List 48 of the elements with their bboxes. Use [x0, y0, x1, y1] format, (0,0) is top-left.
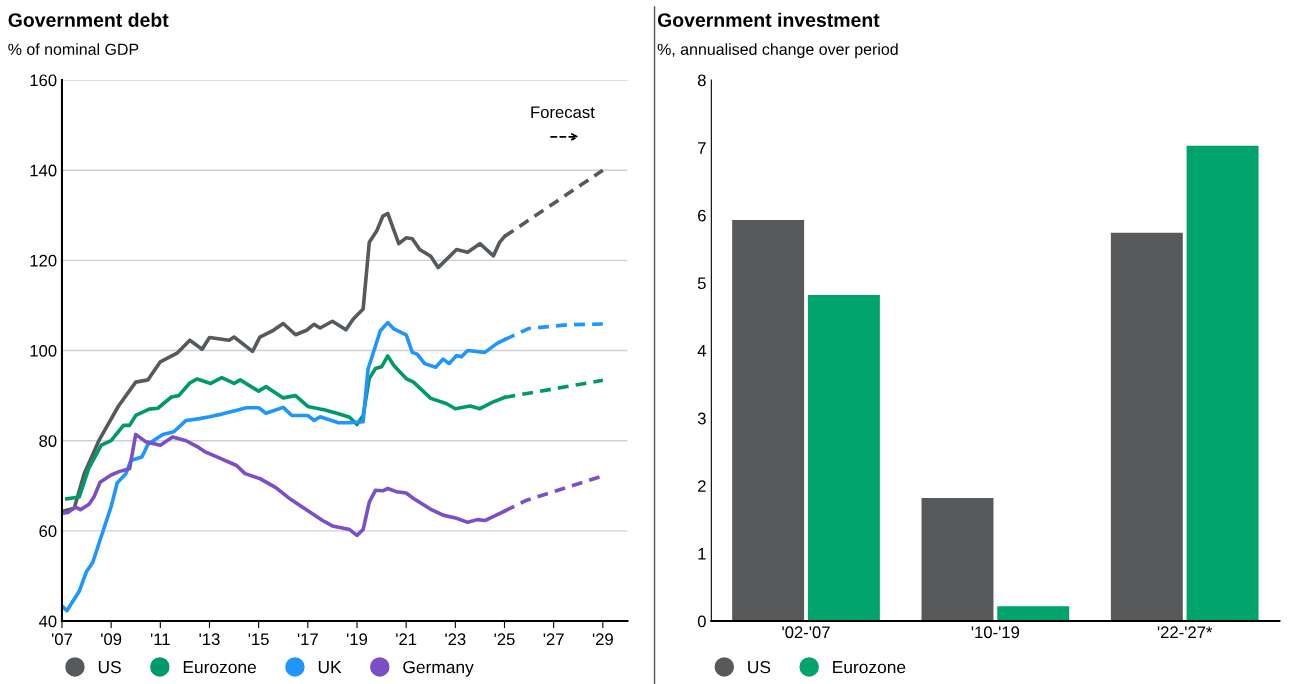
legend-label: Eurozone — [833, 661, 906, 674]
x-tick-label: '17 — [297, 633, 318, 645]
y-tick-label: 100 — [30, 344, 57, 357]
y-tick-label: 60 — [39, 525, 57, 538]
x-tick-label: '11 — [150, 633, 170, 645]
y-tick-label: 2 — [698, 480, 706, 492]
x-tick-label: '25 — [494, 633, 515, 646]
legend-label: Eurozone — [183, 661, 256, 674]
x-tick-label: '13 — [199, 633, 220, 646]
chart-subtitle: % of nominal GDP — [8, 43, 139, 55]
y-tick-label: 0 — [697, 615, 706, 628]
y-tick-label: 3 — [697, 412, 706, 425]
y-tick-label: 40 — [38, 615, 57, 628]
y-tick-label: 1 — [698, 548, 706, 560]
y-tick-label: 5 — [697, 277, 706, 290]
x-tick-label: '02-'07 — [782, 626, 830, 639]
y-tick-label: 80 — [39, 435, 57, 447]
y-tick-label: 7 — [698, 142, 706, 154]
y-tick-label: 140 — [30, 164, 57, 177]
x-tick-label: '22-'27* — [1157, 626, 1213, 639]
y-tick-label: 120 — [30, 254, 57, 267]
chart-title: Government investment — [657, 12, 880, 27]
legend-label: UK — [318, 661, 342, 674]
x-tick-label: '29 — [592, 633, 613, 646]
bar — [807, 295, 880, 622]
y-tick-label: 4 — [697, 345, 706, 357]
x-tick-label: '19 — [346, 633, 368, 646]
bar — [1186, 145, 1259, 622]
x-tick-label: '10-'19 — [971, 626, 1020, 639]
legend-label: US — [98, 660, 121, 674]
bar — [997, 606, 1070, 622]
x-tick-label: '15 — [248, 633, 269, 646]
chart-title: Government debt — [8, 12, 169, 27]
bar — [732, 220, 805, 622]
x-tick-label: '27 — [543, 633, 564, 645]
annotation: Forecast — [531, 106, 595, 119]
x-tick-label: '23 — [445, 633, 466, 646]
x-tick-label: '07 — [51, 633, 72, 646]
x-tick-label: '09 — [101, 633, 122, 646]
y-tick-label: 160 — [30, 74, 57, 87]
legend-label: US — [748, 660, 771, 674]
chart-subtitle: %, annualised change over period — [657, 43, 898, 59]
legend-label: Germany — [403, 660, 474, 677]
y-tick-label: 6 — [698, 209, 706, 222]
y-tick-label: 8 — [697, 74, 706, 87]
bar — [921, 497, 994, 622]
bar — [1110, 232, 1183, 622]
x-tick-label: '21 — [396, 633, 417, 645]
